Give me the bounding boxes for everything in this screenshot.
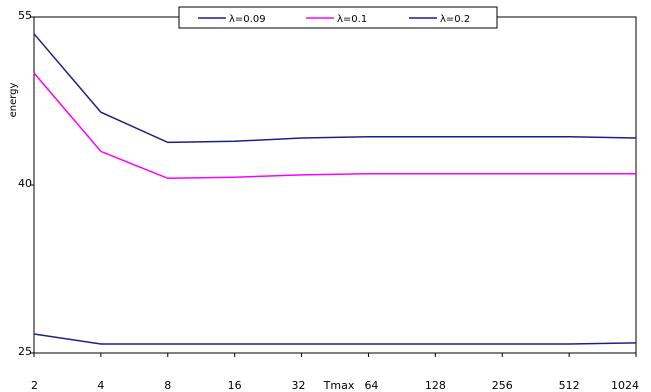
x-tick-label: 256 [492, 379, 513, 392]
x-axis-label: Tmax [323, 379, 355, 392]
y-axis-label: energy [8, 82, 19, 117]
x-tick-label: 128 [425, 379, 446, 392]
x-tick-label: 512 [559, 379, 580, 392]
plot-area [33, 16, 637, 354]
series-line-3 [33, 33, 637, 144]
x-tick-label: 1024 [611, 379, 639, 392]
x-tick-label: 4 [97, 379, 104, 392]
legend-label: λ=0.2 [440, 14, 470, 25]
y-tick-label: 25 [18, 345, 32, 358]
x-tick-label: 8 [164, 379, 171, 392]
x-axis: 2 4 8 16 32 64 128 256 512 1024 [31, 353, 639, 392]
y-tick-label: 40 [18, 177, 32, 190]
x-tick-label: 16 [228, 379, 242, 392]
series-line-2 [33, 72, 636, 180]
x-tick-label: 64 [364, 379, 378, 392]
y-axis: 25 40 55 [18, 9, 34, 358]
legend: λ=0.09 λ=0.1 λ=0.2 [178, 6, 498, 29]
y-tick-label: 55 [18, 9, 32, 22]
series-layer [33, 33, 637, 345]
legend-label: λ=0.1 [337, 14, 367, 25]
series-line-1 [33, 333, 637, 345]
x-tick-label: 32 [292, 379, 306, 392]
x-tick-label: 2 [31, 379, 38, 392]
legend-label: λ=0.09 [229, 14, 266, 25]
legend-box [178, 6, 498, 29]
